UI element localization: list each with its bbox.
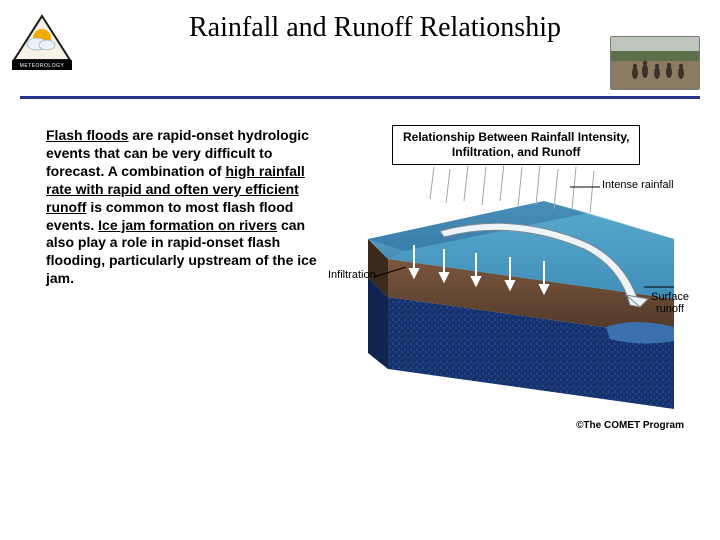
diagram-credit: ©The COMET Program [576,420,684,431]
header-photo [610,36,700,90]
diagram-title-line1: Relationship Between Rainfall Intensity, [403,130,629,144]
label-surface-runoff: Surface runoff [640,291,700,315]
diagram-title: Relationship Between Rainfall Intensity,… [392,125,640,165]
svg-text:METEOROLOGY: METEOROLOGY [20,63,65,69]
diagram-title-line2: Infiltration, and Runoff [452,145,581,159]
label-intense-rainfall: Intense rainfall [602,179,674,191]
meteorology-logo: METEOROLOGY [10,14,74,72]
label-infiltration: Infiltration [328,269,376,281]
page-title: Rainfall and Runoff Relationship [20,12,700,44]
body-paragraph: Flash floods are rapid-onset hydrologic … [46,127,326,427]
diagram-svg [344,127,684,427]
rainfall-diagram: Relationship Between Rainfall Intensity,… [344,127,684,427]
